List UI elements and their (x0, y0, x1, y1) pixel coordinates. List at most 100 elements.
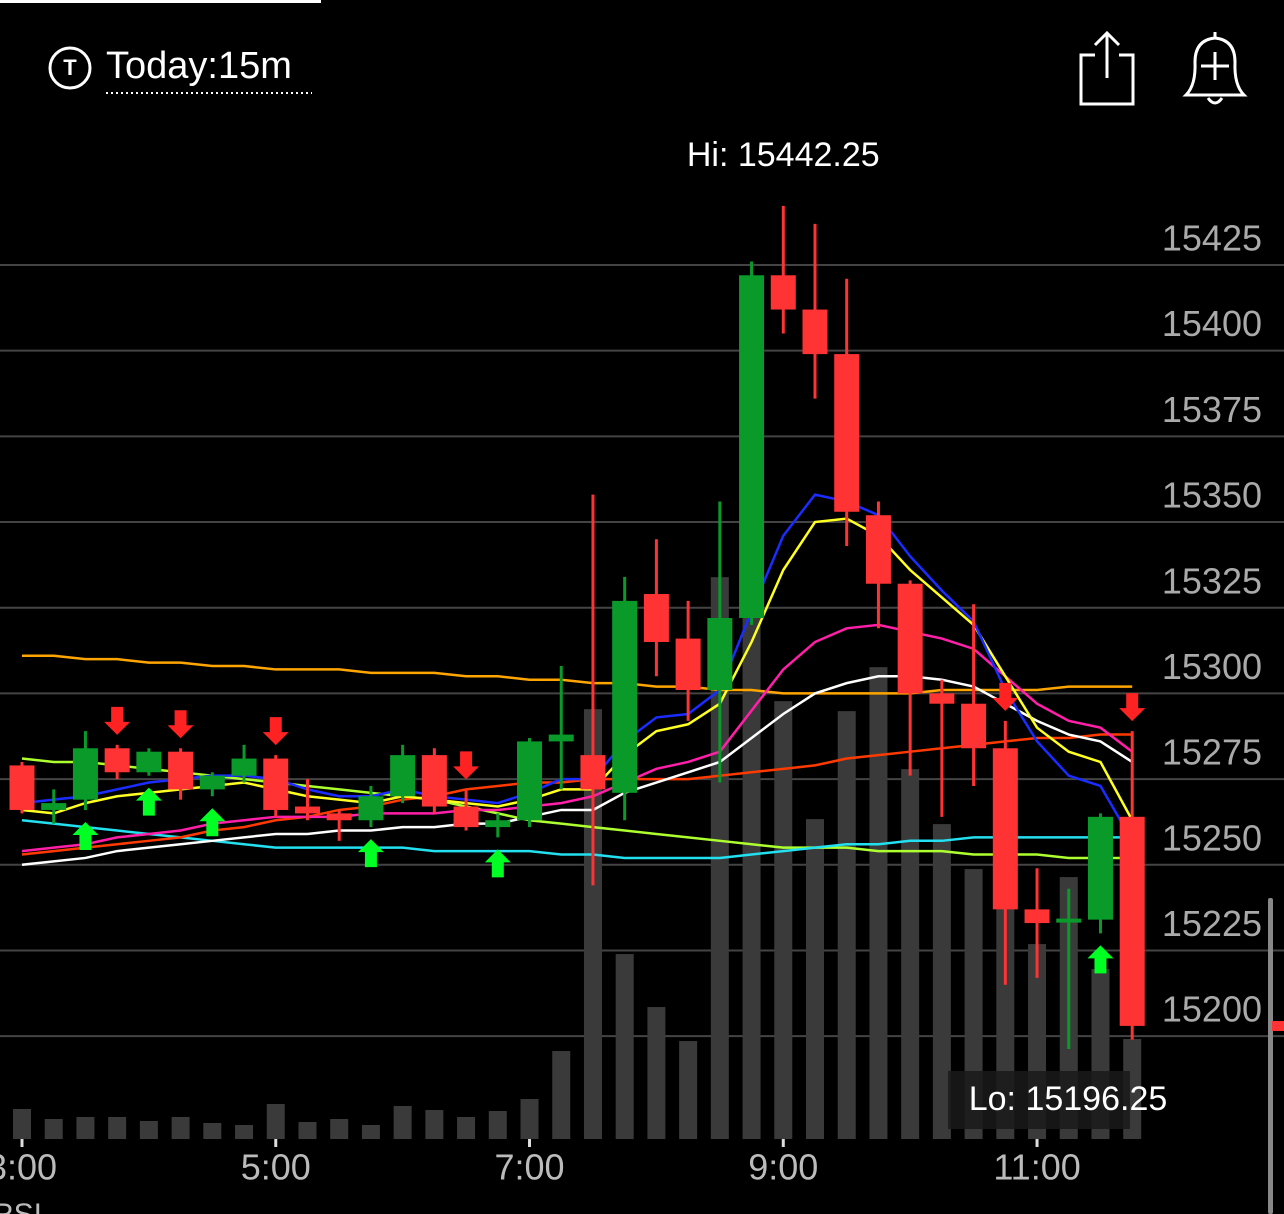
candle-body (453, 806, 479, 828)
candle-body (675, 638, 701, 690)
volume-bar (108, 1117, 127, 1139)
candle-body (580, 755, 606, 790)
share-button[interactable] (1079, 30, 1135, 106)
candle-body (1024, 909, 1050, 924)
buy-signal-arrow (72, 821, 99, 850)
buy-signal-arrow (357, 839, 384, 868)
x-tick-label: 3:00 (0, 1147, 57, 1188)
y-tick-label: 15200 (1162, 989, 1262, 1030)
volume-bar (139, 1121, 158, 1139)
candle-body (41, 803, 67, 810)
share-arrow (1093, 30, 1121, 78)
volume-bar (932, 824, 951, 1139)
candle-body (897, 583, 923, 694)
volume-bar (203, 1123, 222, 1139)
candle-body (390, 755, 416, 797)
high-label: Hi: 15442.25 (687, 136, 880, 174)
sell-signal-arrow (453, 751, 480, 780)
candle-body (612, 600, 638, 793)
moving-average-line (22, 654, 1133, 695)
x-tick-label: 11:00 (993, 1147, 1080, 1188)
y-tick-label: 15350 (1162, 475, 1262, 516)
volume-bar (583, 709, 602, 1139)
y-tick-label: 15300 (1162, 646, 1262, 687)
candle-body (294, 806, 320, 814)
volume-bar (837, 711, 856, 1139)
volume-bar (615, 954, 634, 1139)
candle-body (1056, 918, 1082, 923)
candle-body (9, 765, 35, 810)
price-tag (1272, 1021, 1284, 1031)
volume-bar (869, 667, 888, 1139)
bell-plus (1201, 32, 1229, 105)
volume-bar (457, 1117, 476, 1139)
candle-body (992, 748, 1018, 910)
candle-body (485, 820, 511, 828)
volume-bar (44, 1119, 63, 1139)
candle-body (263, 758, 289, 810)
bell-icon (1182, 36, 1248, 97)
candle-body (865, 515, 891, 584)
sell-signal-arrow (104, 706, 131, 735)
x-tick-label: 9:00 (748, 1147, 818, 1188)
candle-body (707, 618, 733, 690)
top-indicator (0, 0, 321, 3)
scrollbar[interactable] (1268, 898, 1273, 1214)
buy-signal-arrow (199, 808, 226, 837)
candle-body (834, 354, 860, 512)
y-tick-label: 15400 (1162, 303, 1262, 344)
candle-body (961, 703, 987, 749)
candle-body (643, 594, 669, 643)
volume-bar (330, 1119, 349, 1139)
buy-signal-arrow (1087, 945, 1114, 974)
candle-body (72, 748, 98, 800)
y-tick-label: 15425 (1162, 218, 1262, 259)
volume-bar (742, 614, 761, 1139)
candle-body (929, 693, 955, 704)
volume-bar (298, 1122, 317, 1139)
candle-body (326, 813, 352, 821)
y-tick-label: 15275 (1162, 732, 1262, 773)
moving-average-line (21, 675, 1133, 867)
volume-bar (13, 1109, 31, 1139)
candle-body (358, 796, 384, 821)
y-tick-label: 15325 (1162, 560, 1262, 601)
timeframe-icon (48, 46, 92, 90)
candle-body (421, 755, 447, 807)
y-tick-label: 15375 (1162, 389, 1262, 430)
x-tick-label: 7:00 (494, 1147, 564, 1188)
volume-bar (806, 819, 824, 1139)
volume-bar (393, 1106, 412, 1139)
buy-signal-arrow (484, 849, 511, 878)
alert-button[interactable] (1182, 32, 1248, 105)
volume-bar (647, 1007, 666, 1139)
volume-bar (266, 1104, 285, 1139)
low-label-bg (948, 1071, 1130, 1129)
candle-body (548, 734, 574, 742)
volume-bar (520, 1099, 539, 1139)
y-tick-label: 15225 (1162, 903, 1262, 944)
volume-bar (552, 1051, 571, 1139)
candle-body (1119, 816, 1145, 1026)
plot-area: 15200 15225 15250 15275 15300 15325 15350 15375… (0, 136, 1284, 1214)
volume-bar (361, 1125, 380, 1139)
candle-body (770, 275, 796, 310)
x-tick-label: 5:00 (241, 1147, 311, 1188)
candle-body (1087, 816, 1113, 920)
volume-bar (488, 1111, 507, 1139)
volume-bar (679, 1041, 698, 1139)
candle-body (231, 758, 257, 776)
y-tick-label: 15250 (1162, 817, 1262, 858)
volume-bar (901, 769, 920, 1139)
sell-signal-arrow (167, 710, 194, 739)
candle-body (517, 741, 543, 821)
sell-signal-arrow (1119, 693, 1146, 722)
chart-title[interactable]: Today:15m (106, 45, 292, 87)
sell-signal-arrow (992, 682, 1019, 711)
timeframe-button[interactable]: T Today:15m (48, 45, 312, 94)
candle-body (802, 309, 828, 355)
volume-bar (76, 1117, 95, 1139)
share-box (1079, 53, 1135, 106)
candle-body (739, 275, 765, 619)
